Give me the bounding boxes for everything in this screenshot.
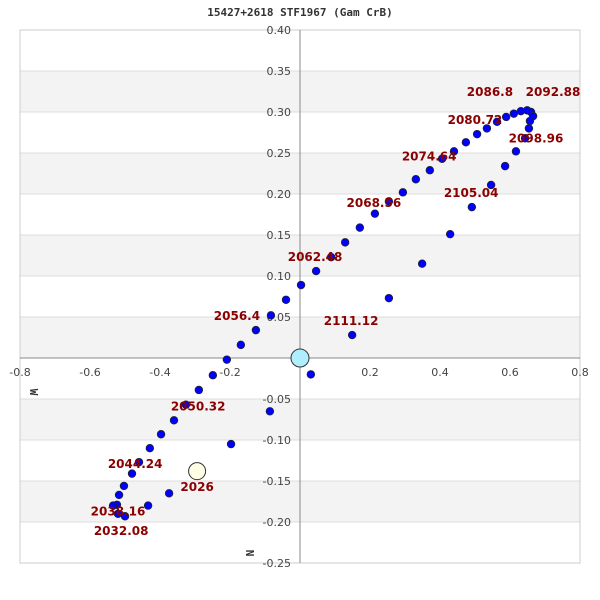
epoch-label: 2044.24 xyxy=(108,457,163,471)
epoch-label: 2074.64 xyxy=(402,149,457,163)
orbit-point xyxy=(143,501,153,510)
orbit-point xyxy=(208,371,218,380)
current-position-marker xyxy=(188,462,207,481)
primary-star-marker xyxy=(290,348,310,368)
orbit-point xyxy=(134,457,144,467)
y-tick-label: -0.25 xyxy=(263,557,291,570)
y-axis-label: N xyxy=(243,550,256,557)
x-tick-label: -0.2 xyxy=(219,366,240,379)
orbit-point xyxy=(164,489,174,498)
y-tick-label: 0.25 xyxy=(267,147,292,160)
epoch-label: 2032.08 xyxy=(94,524,149,538)
orbit-point xyxy=(501,112,511,122)
orbit-point xyxy=(340,238,350,247)
y-tick-label: -0.20 xyxy=(263,516,291,529)
orbit-point xyxy=(306,370,316,379)
orbit-point xyxy=(114,490,124,500)
orbit-point xyxy=(266,311,276,320)
orbit-point xyxy=(511,147,521,156)
orbit-point xyxy=(156,430,166,439)
x-tick-label: 0.4 xyxy=(431,366,449,379)
x-tick-label: -0.4 xyxy=(149,366,170,379)
x-axis-label: W xyxy=(27,389,40,396)
orbit-point xyxy=(437,154,447,163)
orbit-point xyxy=(370,209,380,218)
orbit-point xyxy=(398,188,408,197)
epoch-label: 2062.48 xyxy=(288,250,343,264)
orbit-point xyxy=(355,223,365,232)
orbit-point xyxy=(108,501,118,510)
epoch-label: 2111.12 xyxy=(324,314,379,328)
orbit-point xyxy=(509,109,519,118)
orbit-point xyxy=(411,175,421,184)
orbit-point xyxy=(384,293,394,303)
orbit-point xyxy=(461,138,471,147)
orbit-point xyxy=(525,116,535,126)
x-tick-label: -0.6 xyxy=(79,366,100,379)
epoch-label: 2038.16 xyxy=(91,504,146,518)
y-tick-label: 0.15 xyxy=(267,229,292,242)
orbit-point xyxy=(113,509,123,518)
x-tick-label: 0.8 xyxy=(571,366,589,379)
orbit-point xyxy=(384,197,394,206)
orbit-point xyxy=(236,340,246,350)
current-epoch-label: 2026 xyxy=(180,480,213,494)
orbit-point xyxy=(492,117,502,127)
y-tick-label: -0.10 xyxy=(263,434,291,447)
orbit-point xyxy=(194,385,204,395)
x-tick-label: -0.8 xyxy=(9,366,30,379)
orbit-point xyxy=(524,124,534,133)
orbit-point xyxy=(486,180,496,190)
orbit-point xyxy=(417,259,427,268)
epoch-label: 2080.72 xyxy=(448,113,503,127)
y-tick-label: 0.20 xyxy=(267,188,292,201)
orbit-point xyxy=(265,407,275,416)
orbit-point xyxy=(347,330,357,340)
orbit-point xyxy=(326,252,336,262)
orbit-point xyxy=(181,400,191,409)
y-tick-label: -0.15 xyxy=(263,475,291,488)
epoch-label: 2050.32 xyxy=(171,399,226,413)
y-tick-label: 0.10 xyxy=(267,270,292,283)
orbit-point xyxy=(467,202,477,212)
orbit-point xyxy=(127,469,137,478)
y-tick-label: 0.35 xyxy=(267,65,292,78)
orbit-point xyxy=(222,355,232,364)
orbit-point xyxy=(145,444,155,453)
epoch-label: 2098.96 xyxy=(509,131,564,145)
y-tick-label: -0.05 xyxy=(263,393,291,406)
orbit-point xyxy=(251,325,261,335)
chart-title: 15427+2618 STF1967 (Gam CrB) xyxy=(207,6,393,19)
orbit-point xyxy=(226,439,236,449)
orbit-point xyxy=(445,229,455,239)
orbit-point xyxy=(311,266,321,276)
orbit-point xyxy=(482,124,492,133)
y-tick-label: 0.30 xyxy=(267,106,292,119)
orbit-point xyxy=(119,481,129,491)
epoch-label: 2086.8 xyxy=(467,85,513,99)
y-tick-label: 0.40 xyxy=(267,24,292,37)
epoch-label: 2105.04 xyxy=(444,186,499,200)
orbit-point xyxy=(425,166,435,175)
orbit-point xyxy=(472,129,482,139)
orbit-point xyxy=(500,161,510,171)
orbit-point xyxy=(449,147,459,156)
epoch-label: 2056.4 xyxy=(214,309,260,323)
x-tick-label: 0.6 xyxy=(501,366,519,379)
orbit-point xyxy=(296,280,306,290)
orbit-point xyxy=(281,295,291,304)
orbit-point xyxy=(169,416,179,425)
epoch-label: 2068.56 xyxy=(347,196,402,210)
orbit-point xyxy=(520,134,530,143)
x-tick-label: 0.2 xyxy=(361,366,379,379)
epoch-label: 2092.88 xyxy=(526,85,581,99)
